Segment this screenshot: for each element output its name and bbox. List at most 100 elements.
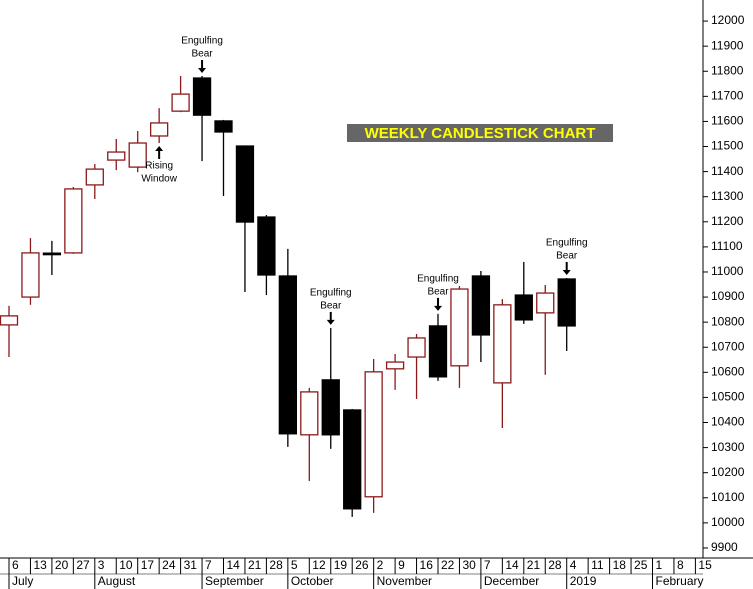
annotation-arrowhead: [326, 319, 335, 325]
y-tick-label: 10200: [711, 465, 745, 479]
month-label: August: [98, 574, 136, 588]
x-tick-label: 19: [334, 558, 348, 572]
x-tick-label: 26: [355, 558, 369, 572]
x-tick-label: 28: [548, 558, 562, 572]
annotation-text: Engulfing: [546, 238, 588, 249]
x-tick-label: 27: [76, 558, 90, 572]
annotation-arrowhead: [434, 305, 442, 311]
annotation-text: Engulfing: [417, 274, 459, 285]
x-tick-label: 13: [33, 558, 47, 572]
x-tick-label: 2: [377, 558, 384, 572]
y-tick-label: 11000: [711, 264, 744, 278]
candle-body: [300, 391, 319, 436]
candle-body: [214, 120, 233, 133]
x-tick-label: 31: [184, 558, 198, 572]
x-tick-label: 7: [484, 558, 491, 572]
month-label: December: [484, 574, 539, 588]
month-label: July: [12, 574, 33, 588]
candle-body: [364, 371, 383, 498]
annotation-text: Bear: [556, 251, 578, 262]
candle-body: [257, 216, 276, 276]
annotation-text: Window: [141, 174, 177, 185]
candle-body: [493, 304, 512, 384]
month-label: September: [205, 574, 264, 588]
y-tick-label: 11400: [711, 164, 744, 178]
x-tick-label: 4: [570, 558, 577, 572]
x-tick-label: 28: [269, 558, 283, 572]
candle-body: [64, 188, 83, 254]
candle-body: [171, 93, 190, 112]
month-label: 2019: [570, 574, 597, 588]
candle-body: [107, 151, 126, 161]
annotation-arrowhead: [198, 68, 207, 74]
x-tick-label: 8: [677, 558, 684, 572]
y-tick-label: 10500: [711, 390, 745, 404]
annotation-text: Rising: [145, 161, 173, 172]
x-tick-label: 21: [527, 558, 541, 572]
x-tick-label: 9: [398, 558, 405, 572]
candle-body: [385, 361, 405, 370]
x-tick-label: 5: [291, 558, 298, 572]
x-tick-label: 3: [98, 558, 105, 572]
y-tick-label: 10000: [711, 515, 745, 529]
y-tick-label: 11100: [711, 239, 743, 253]
y-tick-label: 10900: [711, 289, 745, 303]
x-tick-label: 6: [12, 558, 19, 572]
y-tick-label: 10700: [711, 339, 745, 353]
y-tick-label: 11200: [711, 214, 744, 228]
y-tick-label: 11700: [711, 89, 744, 103]
x-tick-label: 18: [613, 558, 627, 572]
annotation-arrowhead: [155, 146, 164, 152]
x-tick-label: 11: [591, 558, 604, 572]
candle-body: [557, 278, 576, 327]
y-tick-label: 9900: [711, 540, 738, 554]
y-tick-label: 11300: [711, 189, 744, 203]
candle-body: [128, 142, 147, 168]
annotation-text: Engulfing: [310, 288, 352, 299]
x-tick-label: 25: [634, 558, 648, 572]
y-tick-label: 10400: [711, 415, 745, 429]
chart-title: WEEKLY CANDLESTICK CHART: [365, 125, 596, 142]
x-tick-label: 14: [227, 558, 241, 572]
candle-body: [85, 168, 104, 186]
x-tick-label: 22: [441, 558, 455, 572]
x-tick-label: 21: [248, 558, 262, 572]
x-tick-label: 17: [141, 558, 155, 572]
x-tick-label: 14: [505, 558, 519, 572]
y-tick-label: 10300: [711, 440, 745, 454]
y-tick-label: 11500: [711, 139, 744, 153]
x-tick-label: 20: [55, 558, 69, 572]
x-tick-label: 24: [162, 558, 176, 572]
annotation-text: Engulfing: [181, 36, 223, 47]
x-tick-label: 15: [698, 558, 712, 572]
candle-body: [471, 275, 491, 336]
y-tick-label: 11800: [711, 63, 744, 77]
x-tick-label: 7: [205, 558, 212, 572]
annotation-arrowhead: [562, 269, 571, 275]
x-tick-label: 1: [656, 558, 663, 572]
candle-body: [235, 145, 255, 223]
candle-body: [450, 288, 469, 367]
x-tick-label: 10: [119, 558, 133, 572]
candle-body: [428, 325, 448, 378]
candle-body: [536, 292, 555, 314]
x-tick-label: 16: [420, 558, 434, 572]
month-label: February: [656, 574, 704, 588]
x-tick-label: 30: [462, 558, 476, 572]
candle-body: [192, 77, 212, 116]
annotation-text: Bear: [320, 301, 342, 312]
title-box: [347, 124, 613, 142]
y-tick-label: 11600: [711, 114, 744, 128]
candle-body: [21, 252, 40, 298]
candle-body: [149, 122, 169, 137]
y-tick-label: 10600: [711, 365, 745, 379]
candle-body: [42, 252, 62, 256]
annotation-text: Bear: [191, 49, 213, 60]
candle-body: [0, 315, 19, 326]
candle-body: [514, 294, 533, 321]
y-tick-label: 10100: [711, 490, 745, 504]
candle-body: [321, 379, 340, 436]
y-tick-label: 12000: [711, 13, 745, 27]
